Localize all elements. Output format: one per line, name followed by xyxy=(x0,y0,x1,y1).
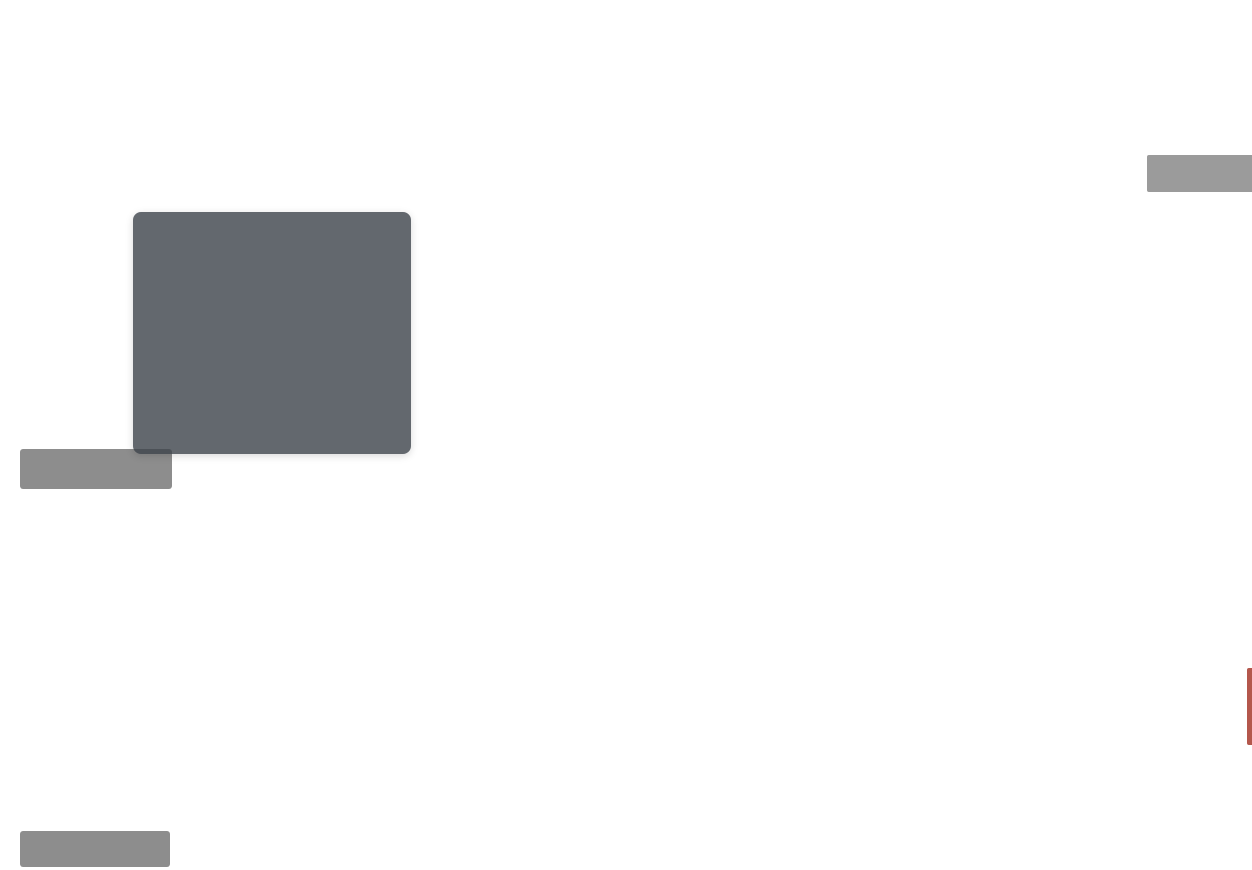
x-axis-pointer-badge-bottom xyxy=(20,831,170,867)
x-axis-pointer-badge-top xyxy=(20,449,172,489)
vertical-scrollbar-thumb[interactable] xyxy=(1247,668,1252,745)
markline-value-badge xyxy=(1147,155,1252,192)
